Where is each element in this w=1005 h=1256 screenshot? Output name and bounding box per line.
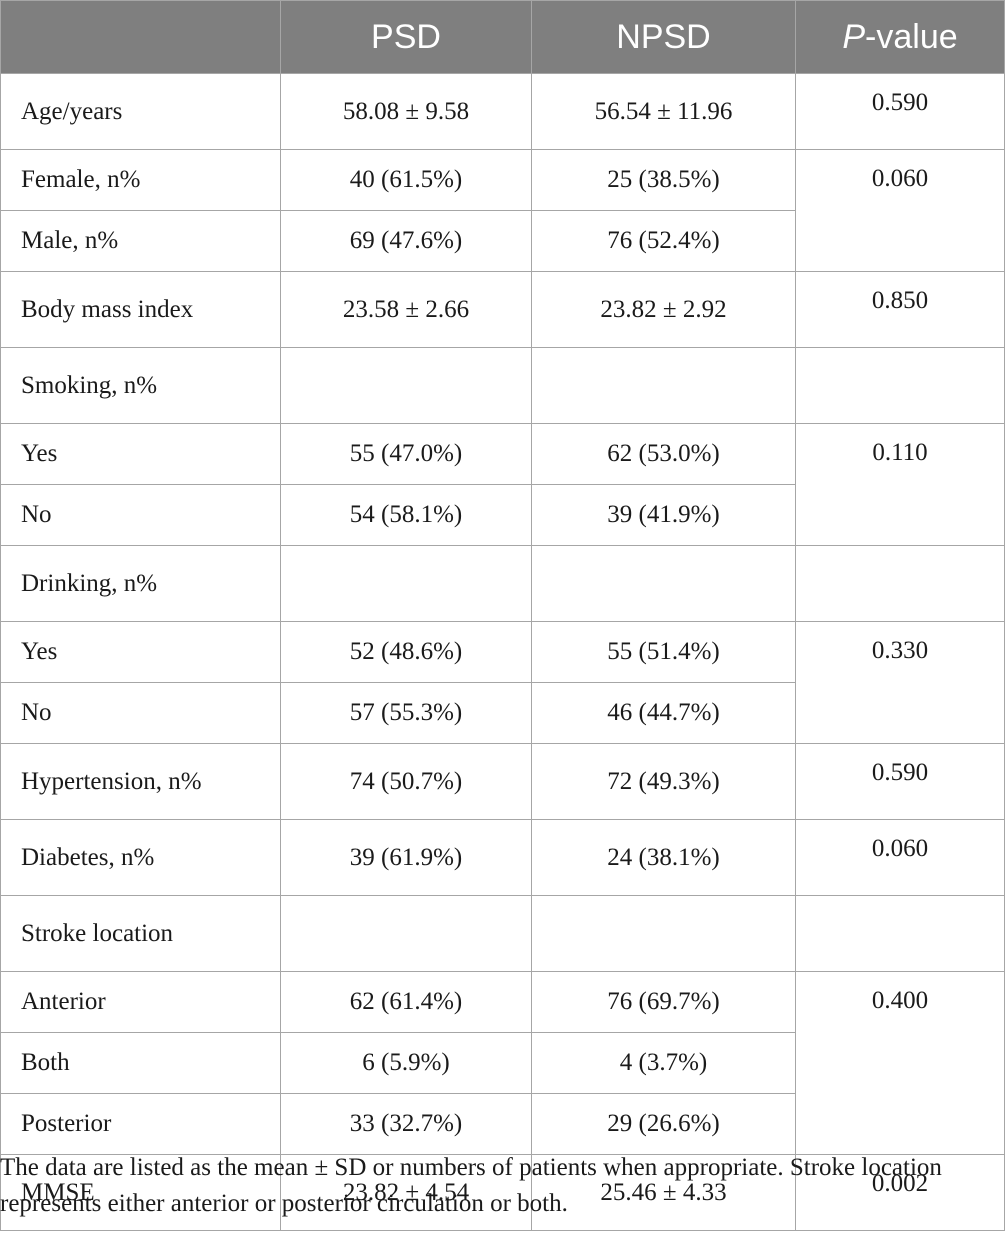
p-value-cell: 0.590 — [795, 73, 1005, 150]
npsd-cell — [531, 545, 796, 622]
psd-cell: 54 (58.1%) — [280, 484, 532, 546]
row-label: Posterior — [0, 1093, 281, 1155]
table-row: Posterior 33 (32.7%) 29 (26.6%) — [0, 1093, 1005, 1155]
npsd-cell: 46 (44.7%) — [531, 682, 796, 744]
row-label: Yes — [0, 621, 281, 683]
row-label: Stroke location — [0, 895, 281, 972]
npsd-cell: 55 (51.4%) — [531, 621, 796, 683]
npsd-cell: 56.54 ± 11.96 — [531, 73, 796, 150]
npsd-cell: 76 (69.7%) — [531, 971, 796, 1033]
row-label: No — [0, 682, 281, 744]
header-npsd: NPSD — [531, 0, 796, 74]
table-row: Yes 55 (47.0%) 62 (53.0%) 0.110 — [0, 423, 1005, 546]
row-label: Smoking, n% — [0, 347, 281, 424]
p-value-cell: 0.110 — [795, 423, 1005, 546]
psd-cell — [280, 545, 532, 622]
table-row: Diabetes, n% 39 (61.9%) 24 (38.1%) 0.060 — [0, 819, 1005, 896]
row-label: Anterior — [0, 971, 281, 1033]
npsd-cell: 25.46 ± 4.33 — [531, 1154, 796, 1231]
table-row: Hypertension, n% 74 (50.7%) 72 (49.3%) 0… — [0, 743, 1005, 820]
psd-cell: 69 (47.6%) — [280, 210, 532, 272]
header-p-value: P-value — [795, 0, 1005, 74]
row-label: Both — [0, 1032, 281, 1094]
row-label: Hypertension, n% — [0, 743, 281, 820]
npsd-cell: 72 (49.3%) — [531, 743, 796, 820]
psd-cell — [280, 347, 532, 424]
npsd-cell — [531, 895, 796, 972]
npsd-cell: 25 (38.5%) — [531, 149, 796, 211]
psd-cell: 33 (32.7%) — [280, 1093, 532, 1155]
p-value-cell: 0.590 — [795, 743, 1005, 820]
row-label: Female, n% — [0, 149, 281, 211]
psd-cell: 40 (61.5%) — [280, 149, 532, 211]
table-row: Drinking, n% — [0, 545, 1005, 622]
row-label: Yes — [0, 423, 281, 485]
psd-cell: 23.58 ± 2.66 — [280, 271, 532, 348]
psd-cell: 52 (48.6%) — [280, 621, 532, 683]
table-row: Yes 52 (48.6%) 55 (51.4%) 0.330 — [0, 621, 1005, 744]
npsd-cell: 29 (26.6%) — [531, 1093, 796, 1155]
header-p-suffix: -value — [865, 17, 958, 56]
psd-cell: 57 (55.3%) — [280, 682, 532, 744]
header-p-italic: P — [842, 17, 866, 56]
psd-cell — [280, 895, 532, 972]
npsd-cell: 76 (52.4%) — [531, 210, 796, 272]
p-value-cell: 0.002 — [795, 1154, 1005, 1231]
psd-cell: 23.82 ± 4.54 — [280, 1154, 532, 1231]
p-value-cell — [795, 895, 1005, 972]
table-row: Stroke location — [0, 895, 1005, 972]
npsd-cell: 62 (53.0%) — [531, 423, 796, 485]
row-label: No — [0, 484, 281, 546]
npsd-cell: 24 (38.1%) — [531, 819, 796, 896]
npsd-cell: 23.82 ± 2.92 — [531, 271, 796, 348]
p-value-cell: 0.060 — [795, 819, 1005, 896]
p-value-cell: 0.330 — [795, 621, 1005, 744]
npsd-cell: 39 (41.9%) — [531, 484, 796, 546]
header-row: PSD NPSD P-value — [0, 0, 1005, 74]
p-value-cell — [795, 545, 1005, 622]
p-value-cell: 0.060 — [795, 149, 1005, 272]
psd-cell: 55 (47.0%) — [280, 423, 532, 485]
p-value-cell: 0.400 — [795, 971, 1005, 1155]
table-row: Smoking, n% — [0, 347, 1005, 424]
psd-cell: 6 (5.9%) — [280, 1032, 532, 1094]
table-row: Female, n% 40 (61.5%) 25 (38.5%) 0.060 — [0, 149, 1005, 272]
npsd-cell — [531, 347, 796, 424]
row-label: Age/years — [0, 73, 281, 150]
psd-cell: 58.08 ± 9.58 — [280, 73, 532, 150]
psd-cell: 74 (50.7%) — [280, 743, 532, 820]
table-footnote: The data are listed as the mean ± SD or … — [0, 1154, 942, 1217]
row-label: MMSE — [0, 1154, 281, 1231]
row-label: Male, n% — [0, 210, 281, 272]
table-row: Body mass index 23.58 ± 2.66 23.82 ± 2.9… — [0, 271, 1005, 348]
psd-cell: 62 (61.4%) — [280, 971, 532, 1033]
row-label: Body mass index — [0, 271, 281, 348]
header-variable — [0, 0, 281, 74]
npsd-cell: 4 (3.7%) — [531, 1032, 796, 1094]
psd-cell: 39 (61.9%) — [280, 819, 532, 896]
p-value-cell — [795, 347, 1005, 424]
p-value-cell: 0.850 — [795, 271, 1005, 348]
row-label: Drinking, n% — [0, 545, 281, 622]
table-row: Anterior 62 (61.4%) 76 (69.7%) 0.400 — [0, 971, 1005, 1155]
header-psd: PSD — [280, 0, 532, 74]
table-row: Age/years 58.08 ± 9.58 56.54 ± 11.96 0.5… — [0, 73, 1005, 150]
row-label: Diabetes, n% — [0, 819, 281, 896]
table-row: Male, n% 69 (47.6%) 76 (52.4%) — [0, 210, 1005, 272]
table-row: Both 6 (5.9%) 4 (3.7%) — [0, 1032, 1005, 1094]
table-row: MMSE 23.82 ± 4.54 25.46 ± 4.33 0.002 — [0, 1154, 1005, 1231]
